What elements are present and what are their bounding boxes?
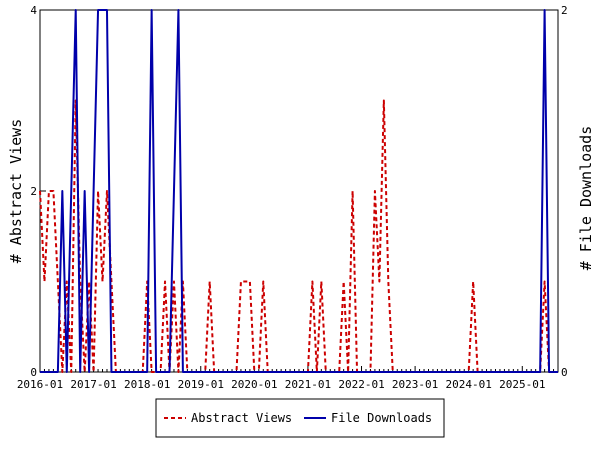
left-y-tick-label: 4 [30, 4, 37, 17]
right-y-tick-label: 2 [561, 4, 568, 17]
series-layer [39, 9, 558, 373]
plot-area [39, 9, 559, 373]
x-axis-tick-labels: 2016-01 2017-01 2018-01 2019-01 2020-01 2021-… [17, 378, 546, 391]
x-tick-label: 2021-01 [285, 378, 331, 391]
legend-label-abstract-views: Abstract Views [191, 411, 292, 425]
legend-label-file-downloads: File Downloads [331, 411, 432, 425]
series-line-abstract-views [39, 99, 558, 373]
left-y-tick-label: 0 [30, 366, 37, 379]
left-y-tick-label: 2 [30, 185, 37, 198]
right-y-tick-label: 0 [561, 366, 568, 379]
x-tick-label: 2020-01 [231, 378, 277, 391]
x-tick-label: 2018-01 [124, 378, 170, 391]
x-tick-label: 2025-01 [499, 378, 545, 391]
x-tick-label: 2022-01 [338, 378, 384, 391]
x-tick-label: 2024-01 [446, 378, 492, 391]
x-tick-label: 2016-01 [17, 378, 63, 391]
series-line-file-downloads [40, 9, 558, 373]
legend-box [155, 398, 445, 438]
x-tick-label: 2019-01 [178, 378, 224, 391]
x-tick-label: 2023-01 [392, 378, 438, 391]
left-y-axis-title: # Abstract Views [7, 119, 25, 264]
right-y-axis-title: # File Downloads [577, 126, 595, 271]
x-tick-label: 2017-01 [70, 378, 116, 391]
legend: Abstract Views File Downloads [155, 398, 445, 438]
